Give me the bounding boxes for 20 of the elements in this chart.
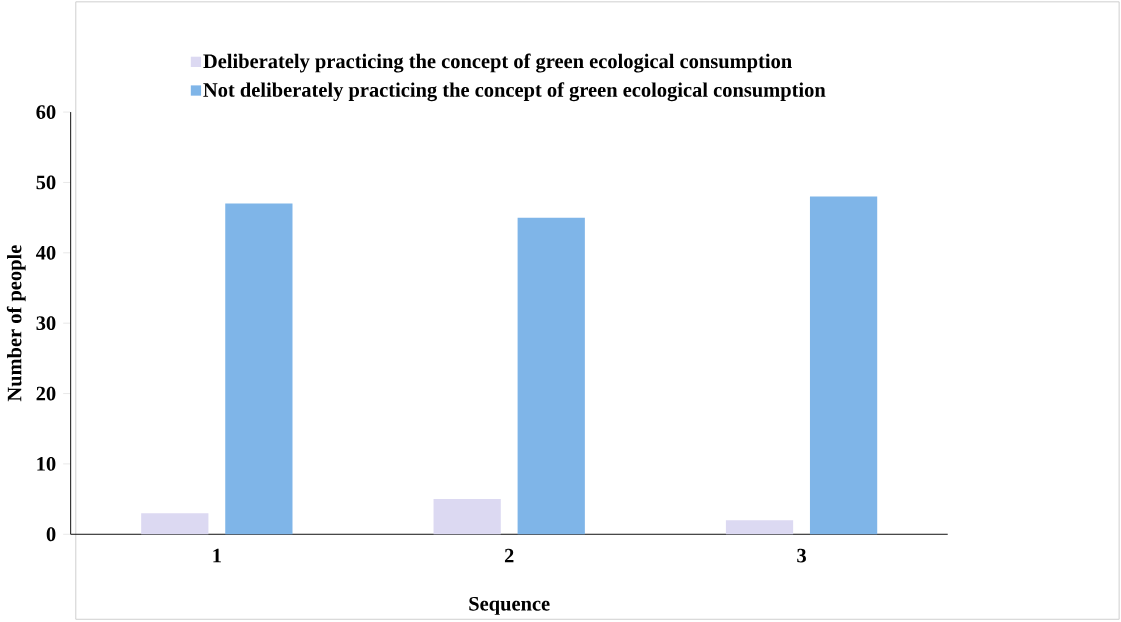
legend-label: Not deliberately practicing the concept of green ecological consumption	[203, 82, 826, 102]
x-axis-title: Sequence	[469, 597, 550, 615]
x-tick-label: 1	[213, 548, 221, 563]
x-tick-label: 3	[797, 548, 806, 563]
y-axis-title: Number of people	[6, 245, 26, 402]
y-tick-label: 50	[36, 175, 56, 190]
bar	[433, 499, 501, 535]
bar	[141, 513, 209, 535]
y-tick-label: 40	[35, 246, 56, 260]
x-tick-label: 2	[504, 548, 514, 563]
bar	[517, 217, 585, 535]
y-tick-label: 0	[46, 527, 56, 542]
y-tick-label: 10	[37, 457, 56, 472]
y-tick-label: 20	[36, 386, 56, 401]
legend-label: Deliberately practicing the concept of green ecological consumption	[203, 53, 792, 73]
bar	[225, 203, 293, 535]
bar	[725, 520, 794, 535]
bar	[809, 196, 878, 535]
y-tick-label: 60	[36, 105, 56, 120]
y-tick-label: 30	[36, 316, 56, 331]
